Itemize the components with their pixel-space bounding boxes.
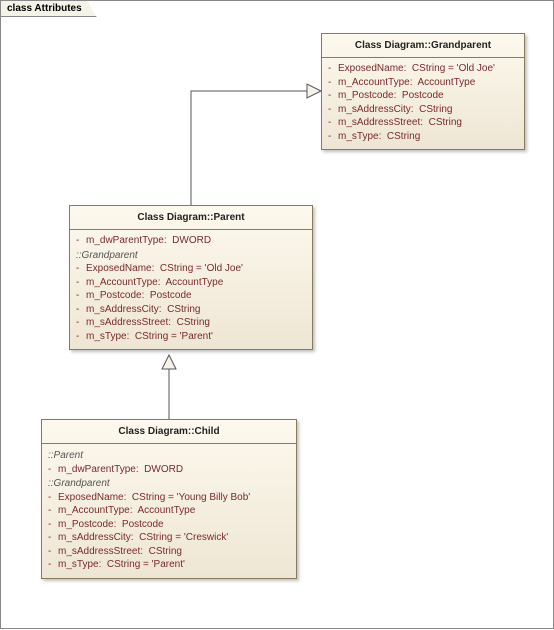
class-parent-body: -m_dwParentType: DWORD::Grandparent-Expo…	[70, 230, 312, 349]
class-child: Class Diagram::Child ::Parent-m_dwParent…	[41, 419, 297, 579]
attribute-row: -m_sAddressStreet: CString	[76, 316, 306, 330]
attribute-row: -m_Postcode: Postcode	[76, 289, 306, 303]
attribute-row: -m_Postcode: Postcode	[328, 89, 518, 103]
attribute-row: -m_sAddressCity: CString = 'Creswick'	[48, 531, 290, 545]
attribute-row: -m_AccountType: AccountType	[76, 276, 306, 290]
frame-title: class Attributes	[0, 0, 97, 17]
class-grandparent-body: -ExposedName: CString = 'Old Joe'-m_Acco…	[322, 58, 524, 149]
class-grandparent: Class Diagram::Grandparent -ExposedName:…	[321, 33, 525, 150]
section-label: ::Grandparent	[76, 249, 306, 263]
attribute-row: -m_dwParentType: DWORD	[48, 463, 290, 477]
section-label: ::Grandparent	[48, 477, 290, 491]
attribute-row: -ExposedName: CString = 'Old Joe'	[76, 262, 306, 276]
class-child-title: Class Diagram::Child	[42, 420, 296, 444]
attribute-row: -m_sAddressCity: CString	[328, 103, 518, 117]
class-grandparent-title: Class Diagram::Grandparent	[322, 34, 524, 58]
attribute-row: -m_AccountType: AccountType	[328, 76, 518, 90]
attribute-row: -m_sType: CString	[328, 130, 518, 144]
attribute-row: -m_sType: CString = 'Parent'	[76, 330, 306, 344]
class-parent: Class Diagram::Parent -m_dwParentType: D…	[69, 205, 313, 350]
attribute-row: -m_dwParentType: DWORD	[76, 234, 306, 248]
class-child-body: ::Parent-m_dwParentType: DWORD::Grandpar…	[42, 444, 296, 578]
attribute-row: -m_sAddressStreet: CString	[48, 545, 290, 559]
attribute-row: -ExposedName: CString = 'Young Billy Bob…	[48, 491, 290, 505]
attribute-row: -m_sAddressStreet: CString	[328, 116, 518, 130]
section-label: ::Parent	[48, 449, 290, 463]
attribute-row: -m_Postcode: Postcode	[48, 518, 290, 532]
class-parent-title: Class Diagram::Parent	[70, 206, 312, 230]
diagram-frame: class Attributes Class Diagram::Grandpar…	[0, 0, 554, 629]
attribute-row: -ExposedName: CString = 'Old Joe'	[328, 62, 518, 76]
attribute-row: -m_sAddressCity: CString	[76, 303, 306, 317]
attribute-row: -m_sType: CString = 'Parent'	[48, 558, 290, 572]
attribute-row: -m_AccountType: AccountType	[48, 504, 290, 518]
